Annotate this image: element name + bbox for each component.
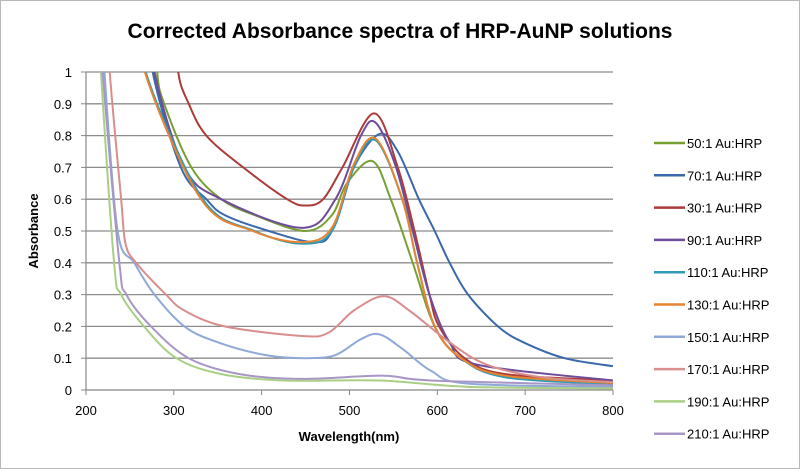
- y-tick-label: 1: [65, 65, 72, 80]
- y-tick-label: 0.9: [54, 97, 72, 112]
- y-tick-label: 0.2: [54, 319, 72, 334]
- legend-label: 190:1 Au:HRP: [687, 394, 769, 409]
- legend-label: 30:1 Au:HRP: [687, 201, 762, 216]
- y-tick-label: 0.1: [54, 351, 72, 366]
- y-tick-label: 0.7: [54, 160, 72, 175]
- y-tick-label: 0.4: [54, 256, 72, 271]
- series-line-30-1: [177, 72, 613, 382]
- series-line-150-1: [103, 72, 613, 388]
- legend: 50:1 Au:HRP 70:1 Au:HRP 30:1 Au:HRP 90:1 Au…: [654, 136, 769, 442]
- tick-labels: 0 0.1 0.2 0.3 0.4 0.5 0.6 0.7 0.8 0.9 1 200 300 400 50…: [54, 65, 624, 418]
- legend-label: 170:1 Au:HRP: [687, 362, 769, 377]
- legend-label: 90:1 Au:HRP: [687, 233, 762, 248]
- series-line-110-1: [144, 72, 613, 386]
- axes: [81, 71, 614, 395]
- x-tick-label: 200: [75, 403, 97, 418]
- series-line-130-1: [143, 72, 613, 385]
- x-axis-label: Wavelength(nm): [299, 429, 400, 444]
- y-tick-label: 0: [65, 383, 72, 398]
- x-tick-label: 600: [426, 403, 448, 418]
- y-axis-label: Absorbance: [26, 193, 41, 268]
- legend-label: 110:1 Au:HRP: [687, 265, 768, 280]
- x-tick-label: 500: [339, 403, 361, 418]
- x-tick-label: 400: [251, 403, 273, 418]
- legend-label: 150:1 Au:HRP: [687, 330, 769, 345]
- series-lines: [99, 72, 613, 390]
- legend-label: 50:1 Au:HRP: [687, 136, 762, 151]
- legend-label: 210:1 Au:HRP: [687, 427, 769, 442]
- x-tick-label: 300: [163, 403, 185, 418]
- series-line-170-1: [108, 72, 613, 384]
- series-line-190-1: [99, 72, 613, 390]
- chart-title: Corrected Absorbance spectra of HRP-AuNP…: [127, 20, 673, 43]
- x-tick-label: 800: [602, 403, 624, 418]
- y-tick-label: 0.8: [54, 129, 72, 144]
- series-line-70-1: [151, 72, 613, 368]
- gridlines: [86, 71, 613, 359]
- legend-label: 70:1 Au:HRP: [687, 168, 762, 183]
- y-tick-label: 0.5: [54, 224, 72, 239]
- legend-label: 130:1 Au:HRP: [687, 298, 769, 313]
- x-tick-label: 700: [514, 403, 536, 418]
- series-line-210-1: [101, 72, 613, 387]
- y-tick-label: 0.3: [54, 288, 72, 303]
- y-tick-label: 0.6: [54, 192, 72, 207]
